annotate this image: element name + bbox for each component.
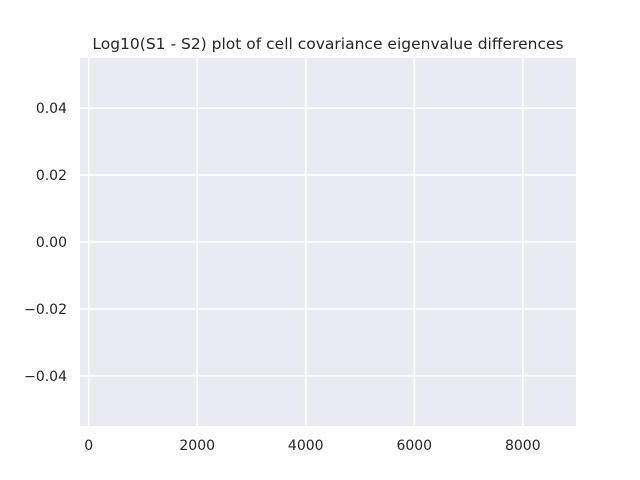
y-tick-label: 0.02: [36, 168, 67, 184]
x-tick-label: 8000: [505, 438, 541, 454]
y-tick-label: 0.04: [36, 101, 67, 117]
x-tick-label: 0: [84, 438, 93, 454]
x-tick-label: 4000: [288, 438, 324, 454]
y-tick-label: 0.00: [36, 235, 67, 251]
x-tick-label: 2000: [179, 438, 215, 454]
chart-title: Log10(S1 - S2) plot of cell covariance e…: [92, 35, 563, 53]
y-tick-label: −0.04: [24, 369, 67, 385]
grid-lines: [80, 58, 576, 426]
y-axis-ticks: 0.04 0.02 0.00 −0.02 −0.04: [24, 101, 67, 385]
x-axis-ticks: 0 2000 4000 6000 8000: [84, 438, 540, 454]
x-tick-label: 6000: [396, 438, 432, 454]
y-tick-label: −0.02: [24, 302, 67, 318]
